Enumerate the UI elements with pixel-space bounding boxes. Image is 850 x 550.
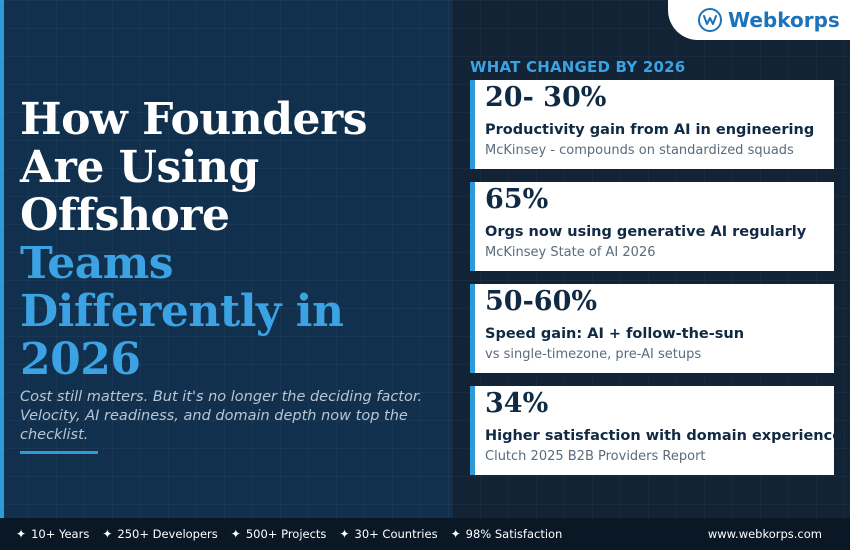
brand-name: Webkorps bbox=[728, 8, 840, 32]
footer-stat: ✦ 98% Satisfaction bbox=[451, 527, 563, 541]
stat-source: vs single-timezone, pre-AI setups bbox=[485, 347, 702, 362]
stat-card: 50-60% Speed gain: AI + follow-the-sun v… bbox=[470, 284, 834, 373]
subtext-underline bbox=[20, 451, 98, 454]
stat-value: 65% bbox=[485, 184, 549, 215]
stat-label: Higher satisfaction with domain experien… bbox=[485, 428, 843, 444]
stat-card: 20- 30% Productivity gain from AI in eng… bbox=[470, 80, 834, 169]
w-circle-logo-icon bbox=[698, 8, 722, 32]
stat-value: 50-60% bbox=[485, 286, 598, 317]
footer-stat-label: 10+ Years bbox=[31, 527, 90, 541]
headline-line: Are Using bbox=[20, 142, 259, 193]
footer-stats: ✦ 10+ Years ✦ 250+ Developers ✦ 500+ Pro… bbox=[16, 527, 575, 541]
footer-stat-label: 250+ Developers bbox=[117, 527, 218, 541]
sparkle-star-icon: ✦ bbox=[230, 527, 241, 541]
stat-source: Clutch 2025 B2B Providers Report bbox=[485, 449, 706, 464]
footer-bar: ✦ 10+ Years ✦ 250+ Developers ✦ 500+ Pro… bbox=[0, 518, 850, 550]
left-panel bbox=[0, 0, 452, 518]
stat-label: Productivity gain from AI in engineering bbox=[485, 122, 815, 138]
stat-label: Orgs now using generative AI regularly bbox=[485, 224, 807, 240]
stat-card: 34% Higher satisfaction with domain expe… bbox=[470, 386, 842, 475]
footer-stat: ✦ 250+ Developers bbox=[102, 527, 217, 541]
headline-line-highlight: 2026 bbox=[20, 334, 141, 385]
headline-line-highlight: Teams bbox=[20, 238, 174, 289]
footer-stat-label: 30+ Countries bbox=[354, 527, 438, 541]
stat-label: Speed gain: AI + follow-the-sun bbox=[485, 326, 745, 342]
stat-source: McKinsey - compounds on standardized squ… bbox=[485, 143, 794, 158]
footer-stat-label: 98% Satisfaction bbox=[465, 527, 563, 541]
left-accent-bar bbox=[0, 0, 4, 518]
stat-value: 20- 30% bbox=[485, 82, 607, 113]
stats-heading: WHAT CHANGED BY 2026 bbox=[470, 58, 686, 76]
sparkle-star-icon: ✦ bbox=[450, 527, 461, 541]
headline-line: How Founders bbox=[20, 94, 368, 145]
footer-stat: ✦ 500+ Projects bbox=[231, 527, 327, 541]
subtext: Cost still matters. But it's no longer t… bbox=[20, 389, 423, 443]
headline-line-highlight: Differently in bbox=[20, 286, 344, 337]
headline-line: Offshore bbox=[20, 190, 230, 241]
website-link[interactable]: www.webkorps.com bbox=[707, 527, 822, 541]
sparkle-star-icon: ✦ bbox=[16, 527, 27, 541]
footer-stat: ✦ 30+ Countries bbox=[339, 527, 437, 541]
sparkle-star-icon: ✦ bbox=[339, 527, 350, 541]
stat-source: McKinsey State of AI 2026 bbox=[485, 245, 656, 260]
headline: How Founders Are Using Offshore Teams Di… bbox=[20, 96, 450, 384]
sparkle-star-icon: ✦ bbox=[102, 527, 113, 541]
brand-logo: Webkorps bbox=[668, 0, 850, 40]
stat-value: 34% bbox=[485, 388, 549, 419]
footer-stat-label: 500+ Projects bbox=[245, 527, 327, 541]
stat-card: 65% Orgs now using generative AI regular… bbox=[470, 182, 834, 271]
footer-stat: ✦ 10+ Years bbox=[16, 527, 89, 541]
